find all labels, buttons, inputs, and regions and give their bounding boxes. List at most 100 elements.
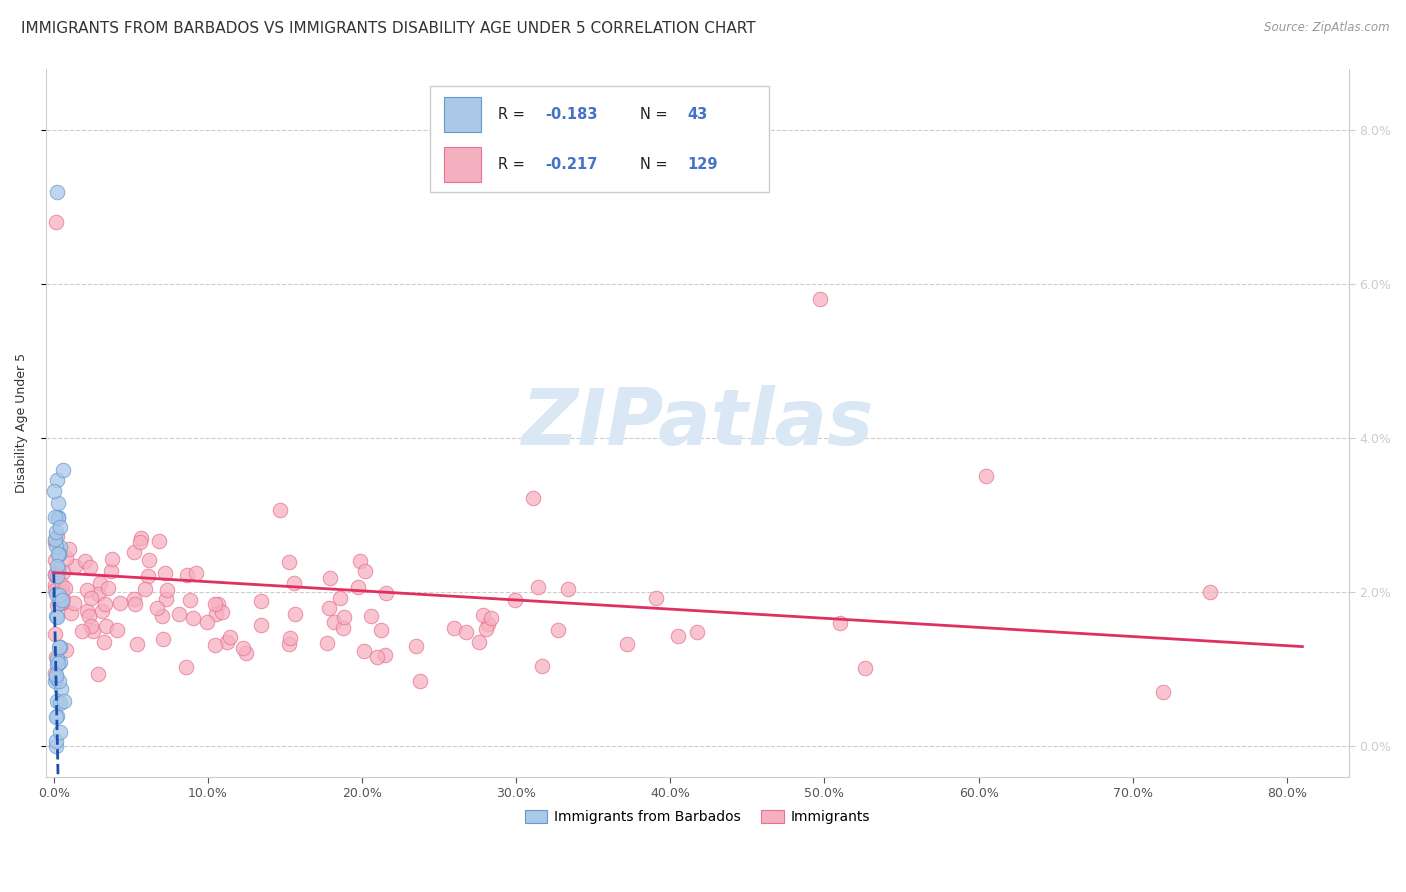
- Point: [138, 553, 160, 567]
- Point: [45, 667, 67, 681]
- Point: [45, 582, 67, 597]
- Point: [46, 185, 69, 199]
- Point: [59, 606, 82, 620]
- Point: [1198, 584, 1220, 599]
- Point: [48, 547, 70, 561]
- Point: [46, 652, 69, 666]
- Y-axis label: Disability Age Under 5: Disability Age Under 5: [15, 352, 28, 492]
- Point: [90, 604, 112, 618]
- Point: [481, 610, 503, 624]
- Point: [370, 623, 392, 637]
- Text: Source: ZipAtlas.com: Source: ZipAtlas.com: [1264, 21, 1389, 35]
- Point: [235, 646, 257, 660]
- Point: [146, 601, 169, 615]
- Point: [51, 583, 73, 598]
- Point: [156, 583, 179, 598]
- Point: [204, 597, 226, 611]
- Point: [152, 632, 174, 647]
- Point: [347, 580, 370, 594]
- Point: [250, 594, 273, 608]
- Point: [319, 571, 342, 585]
- Point: [45, 650, 67, 665]
- Point: [52, 592, 75, 607]
- Point: [48, 588, 70, 602]
- Point: [46, 547, 69, 561]
- Point: [522, 491, 544, 505]
- Point: [1152, 685, 1174, 699]
- Point: [176, 568, 198, 582]
- Point: [80, 591, 103, 605]
- Point: [45, 529, 67, 543]
- Point: [63, 596, 86, 610]
- Point: [219, 630, 242, 644]
- Point: [44, 534, 66, 549]
- Point: [79, 559, 101, 574]
- Point: [503, 593, 526, 607]
- Point: [44, 627, 66, 641]
- Point: [46, 511, 69, 525]
- Point: [45, 539, 67, 553]
- Point: [45, 568, 67, 582]
- Point: [405, 639, 427, 653]
- Point: [153, 566, 176, 581]
- Point: [51, 463, 73, 477]
- Point: [645, 591, 668, 606]
- Point: [48, 725, 70, 739]
- Point: [666, 629, 689, 643]
- Point: [97, 581, 120, 595]
- Point: [87, 587, 110, 601]
- Point: [183, 610, 205, 624]
- Point: [207, 597, 229, 611]
- Point: [148, 534, 170, 549]
- Point: [49, 640, 72, 655]
- Point: [150, 609, 173, 624]
- Point: [58, 541, 80, 556]
- Point: [79, 619, 101, 633]
- Point: [94, 619, 117, 633]
- Point: [686, 624, 709, 639]
- Point: [44, 509, 66, 524]
- Point: [51, 681, 73, 696]
- Point: [830, 615, 852, 630]
- Point: [42, 484, 65, 499]
- Legend: Immigrants from Barbados, Immigrants: Immigrants from Barbados, Immigrants: [519, 805, 876, 830]
- Point: [48, 674, 70, 689]
- Point: [93, 635, 115, 649]
- Point: [122, 592, 145, 607]
- Point: [45, 710, 67, 724]
- Point: [129, 535, 152, 549]
- Point: [409, 673, 432, 688]
- Point: [53, 581, 76, 595]
- Point: [105, 624, 128, 638]
- Point: [45, 598, 67, 612]
- Point: [44, 566, 66, 581]
- Point: [45, 525, 67, 540]
- Point: [49, 540, 72, 554]
- Point: [49, 696, 72, 710]
- Point: [527, 580, 550, 594]
- Point: [284, 607, 307, 622]
- Point: [211, 605, 233, 619]
- Point: [374, 585, 396, 599]
- Point: [179, 593, 201, 607]
- Point: [51, 578, 73, 592]
- Point: [89, 575, 111, 590]
- Point: [531, 658, 554, 673]
- Point: [557, 582, 579, 597]
- Point: [616, 638, 638, 652]
- Point: [808, 293, 831, 307]
- Point: [51, 592, 73, 607]
- Point: [73, 554, 96, 568]
- Point: [217, 635, 239, 649]
- Point: [278, 637, 301, 651]
- Point: [443, 621, 465, 635]
- Point: [101, 552, 124, 566]
- Point: [329, 591, 352, 605]
- Point: [52, 565, 75, 579]
- Point: [45, 559, 67, 574]
- Point: [108, 596, 131, 610]
- Point: [45, 608, 67, 623]
- Point: [45, 734, 67, 748]
- Point: [76, 604, 98, 618]
- Text: IMMIGRANTS FROM BARBADOS VS IMMIGRANTS DISABILITY AGE UNDER 5 CORRELATION CHART: IMMIGRANTS FROM BARBADOS VS IMMIGRANTS D…: [21, 21, 755, 37]
